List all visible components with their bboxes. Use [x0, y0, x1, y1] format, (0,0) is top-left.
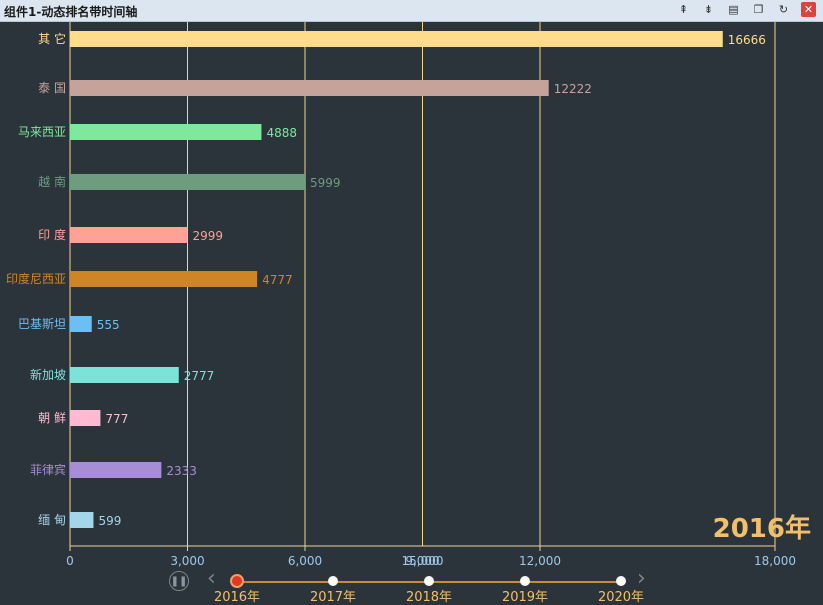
- bar: [70, 410, 101, 426]
- bar: [70, 316, 92, 332]
- bar-value-label: 12222: [554, 82, 592, 96]
- bar-value-label: 599: [98, 514, 121, 528]
- bar-value-label: 777: [105, 412, 128, 426]
- timeline-label[interactable]: 2020年: [597, 590, 645, 605]
- timeline-point[interactable]: [230, 574, 244, 588]
- current-year-label: 2016年: [712, 514, 811, 544]
- timeline-label[interactable]: 2016年: [213, 590, 261, 605]
- category-label: 巴基斯坦: [18, 317, 66, 331]
- category-label: 缅 甸: [38, 513, 66, 527]
- window-titlebar: 组件1-动态排名带时间轴 ⇞ ⇟ ▤ ❐ ↻ ✕: [0, 0, 823, 22]
- x-tick-label: 18,000: [754, 554, 796, 568]
- bar: [70, 367, 179, 383]
- timeline-label[interactable]: 2017年: [309, 590, 357, 605]
- refresh-icon[interactable]: ↻: [778, 3, 789, 16]
- bar: [70, 174, 305, 190]
- expand-down-icon[interactable]: ⇟: [703, 3, 714, 16]
- close-icon[interactable]: ✕: [801, 2, 816, 17]
- bar-value-label: 555: [97, 318, 120, 332]
- x-tick-label: 15,000: [402, 554, 444, 568]
- timeline-point[interactable]: [616, 576, 626, 586]
- bar: [70, 80, 549, 96]
- bar-value-label: 16666: [728, 33, 766, 47]
- category-label: 马来西亚: [18, 125, 66, 139]
- x-tick-label: 0: [66, 554, 74, 568]
- bar: [70, 271, 258, 287]
- category-label: 泰 国: [38, 81, 66, 95]
- expand-up-icon[interactable]: ⇞: [678, 3, 689, 16]
- x-tick-label: 3,000: [170, 554, 204, 568]
- category-label: 朝 鲜: [38, 411, 66, 425]
- bar-value-label: 4888: [266, 126, 297, 140]
- timeline-point[interactable]: [328, 576, 338, 586]
- copy-icon[interactable]: ❐: [753, 3, 764, 16]
- timeline-label[interactable]: 2018年: [405, 590, 453, 605]
- category-label: 新加坡: [30, 367, 66, 382]
- bar: [70, 462, 162, 478]
- bar: [70, 31, 723, 47]
- pause-button[interactable]: ❚❚: [169, 571, 189, 591]
- category-label: 印度尼西亚: [6, 271, 66, 286]
- bar: [70, 124, 262, 140]
- timeline-point[interactable]: [424, 576, 434, 586]
- bar-value-label: 2333: [166, 464, 197, 478]
- window-title: 组件1-动态排名带时间轴: [4, 5, 138, 19]
- timeline-label[interactable]: 2019年: [501, 590, 549, 605]
- timeline-next-icon[interactable]: ›: [637, 566, 646, 591]
- bar-value-label: 5999: [310, 176, 341, 190]
- bar: [70, 512, 94, 528]
- bar-value-label: 2777: [184, 369, 215, 383]
- bar-value-label: 4777: [262, 273, 293, 287]
- x-tick-label: 9,000: [405, 554, 439, 568]
- category-label: 印 度: [38, 227, 66, 242]
- x-tick-label: 12,000: [519, 554, 561, 568]
- bar: [70, 227, 188, 243]
- category-label: 菲律宾: [30, 462, 66, 477]
- timeline-point[interactable]: [520, 576, 530, 586]
- category-label: 越 南: [38, 174, 66, 189]
- category-label: 其 它: [38, 31, 66, 46]
- timeline-prev-icon[interactable]: ‹: [207, 566, 216, 591]
- bar-value-label: 2999: [192, 229, 223, 243]
- x-tick-label: 6,000: [288, 554, 322, 568]
- export-icon[interactable]: ▤: [728, 3, 739, 16]
